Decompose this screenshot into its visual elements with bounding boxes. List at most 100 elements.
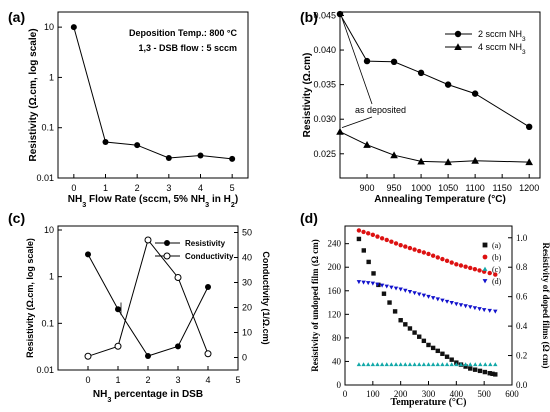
data-point [390, 151, 398, 159]
x-tick-label: 3 [175, 375, 180, 385]
data-point-conductivity [204, 350, 212, 358]
data-point-c [421, 362, 427, 367]
data-point [417, 69, 425, 77]
y-right-tick-label: 0.6 [516, 292, 528, 302]
data-point-a [412, 330, 417, 335]
data-point-c [370, 362, 376, 367]
x-tick-label: 1150 [492, 183, 511, 193]
data-point-b [384, 237, 389, 243]
chart-panel-d: 0 100 200 300 400 500 600 0 40 80 120 160 200 240 0.0 0… [310, 225, 550, 408]
data-point-a [430, 345, 436, 351]
y-tick-label: 0.030 [313, 114, 336, 124]
legend-marker [163, 252, 171, 260]
x-tick-label: 2 [135, 183, 140, 193]
annotation-deposition-temp: Deposition Temp.: 800 °C [129, 28, 237, 38]
y-right-tick-label: 30 [242, 278, 252, 288]
data-point-c [412, 362, 417, 367]
data-point-conductivity [174, 274, 182, 281]
plot-frame [339, 11, 541, 179]
legend-label: 2 sccm NH3 [478, 29, 526, 43]
data-point-c [384, 362, 389, 367]
data-point-b [472, 266, 478, 272]
annotation-arrow [341, 17, 373, 105]
y-right-tick-label: 40 [242, 253, 252, 263]
x-tick-label: 1200 [519, 183, 539, 193]
data-point-a [449, 357, 454, 362]
legend-marker [482, 254, 488, 260]
panel-label-d: (d) [300, 210, 318, 226]
data-point-b [426, 251, 431, 257]
y-right-tick-label: 0.4 [516, 321, 528, 331]
chart-panel-b: 900 950 1000 1050 1100 1150 1200 0.025 0.030 0.03… [302, 10, 541, 205]
data-point-b [356, 228, 362, 233]
data-point-resistivity [145, 352, 151, 359]
data-point-d [356, 280, 362, 285]
data-point-b [379, 236, 385, 241]
x-tick-label: 0 [343, 389, 348, 399]
data-point [70, 24, 77, 31]
y-right-tick-label: 10 [242, 328, 252, 338]
x-tick-label: 1 [103, 183, 108, 193]
data-point-d [417, 292, 422, 297]
data-point-d [487, 308, 492, 313]
data-point-b [449, 260, 454, 265]
y-tick-label: 0.040 [313, 45, 336, 55]
data-point-a [444, 354, 450, 359]
data-point-a [361, 248, 366, 253]
y-left-tick-label: 1 [49, 272, 54, 282]
data-point-c [430, 362, 436, 367]
data-point [444, 158, 452, 166]
data-point-c [444, 362, 450, 367]
data-point-d [454, 302, 459, 307]
data-point-d [458, 303, 464, 308]
x-axis-label: Temperature (°C) [391, 397, 467, 408]
data-point-a [493, 372, 498, 377]
data-point-c [435, 362, 440, 367]
data-point [134, 142, 141, 149]
x-axis-label: NH3 percentage in DSB [93, 389, 203, 404]
data-point-a [472, 367, 478, 372]
data-point-b [389, 239, 394, 244]
y-axis-label: Resistivity (Ω.cm, log scale) [28, 28, 39, 161]
data-point-b [393, 241, 399, 246]
x-tick-label: 1 [115, 375, 120, 385]
x-tick-label: 950 [387, 183, 402, 193]
data-point-c [488, 362, 493, 367]
data-point-d [444, 299, 450, 304]
data-point-b [398, 242, 403, 248]
legend-label: (d) [492, 277, 502, 286]
y-right-axis-label: Conductivity (1/Ω.cm) [261, 251, 271, 344]
data-point-a [381, 291, 387, 296]
data-point [444, 81, 452, 88]
data-point-b [435, 255, 440, 260]
legend-label: (a) [492, 241, 501, 250]
data-point-b [417, 248, 422, 254]
x-tick-label: 900 [360, 183, 375, 193]
data-point-b [440, 256, 445, 262]
data-point-c [403, 362, 408, 367]
data-point-b [444, 258, 450, 264]
legend-label: (c) [492, 265, 501, 274]
x-tick-label: 3 [166, 183, 171, 193]
data-point-c [365, 362, 371, 367]
data-point [165, 154, 172, 161]
data-point-b [365, 231, 371, 236]
chart-panel-c: 0 1 2 3 4 5 0.01 0.1 1 10 0 10 20 30 40 50 Resistivity Co… [25, 225, 271, 404]
data-point-c [417, 362, 422, 367]
data-point [336, 127, 344, 135]
x-tick-label: 1050 [438, 183, 458, 193]
x-tick-label: 0 [71, 183, 76, 193]
data-point-resistivity [175, 343, 181, 350]
data-point-c [449, 362, 454, 367]
y-left-tick-label: 200 [328, 262, 342, 272]
data-point-c [440, 362, 445, 367]
data-point-d [375, 282, 380, 287]
y-left-tick-label: 0.1 [41, 318, 54, 328]
y-left-tick-label: 80 [332, 333, 342, 343]
data-point-c [361, 362, 366, 367]
data-point-c [473, 362, 478, 367]
data-point-a [403, 322, 408, 327]
data-point-d [370, 281, 376, 286]
data-point-a [477, 368, 483, 374]
data-point-b [493, 272, 498, 277]
